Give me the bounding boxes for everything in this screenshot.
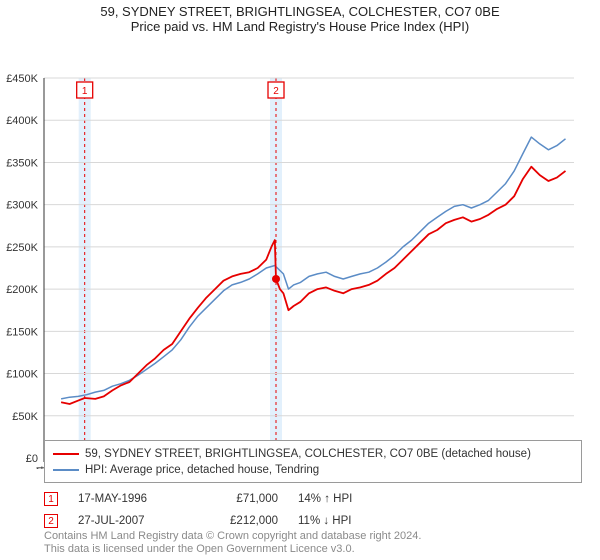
line-chart: 1 2 £0 £50K £100K £150K £200K £250K £300K £350K £4…	[0, 34, 600, 469]
legend-item: 59, SYDNEY STREET, BRIGHTLINGSEA, COLCHE…	[53, 446, 573, 462]
marker-price: £71,000	[198, 490, 278, 508]
svg-text:£200K: £200K	[6, 284, 38, 296]
svg-text:£250K: £250K	[6, 242, 38, 254]
svg-text:£100K: £100K	[6, 369, 38, 381]
legend: 59, SYDNEY STREET, BRIGHTLINGSEA, COLCHE…	[44, 440, 582, 483]
marker-chip: 1	[44, 492, 58, 506]
attribution-line: Contains HM Land Registry data © Crown c…	[44, 530, 564, 543]
marker-date: 17-MAY-1996	[78, 490, 178, 508]
svg-text:£50K: £50K	[12, 411, 38, 423]
marker-table: 1 17-MAY-1996 £71,000 14% ↑ HPI 2 27-JUL…	[44, 486, 564, 534]
legend-label: HPI: Average price, detached house, Tend…	[85, 462, 319, 478]
chart-container: { "title": "59, SYDNEY STREET, BRIGHTLIN…	[0, 0, 600, 560]
svg-text:£350K: £350K	[6, 157, 38, 169]
svg-text:£450K: £450K	[6, 73, 38, 85]
svg-text:1: 1	[82, 86, 88, 97]
marker-delta: 11% ↓ HPI	[298, 512, 351, 530]
marker-chip: 2	[44, 514, 58, 528]
svg-text:£0: £0	[26, 453, 38, 465]
chart-title: 59, SYDNEY STREET, BRIGHTLINGSEA, COLCHE…	[0, 4, 600, 19]
marker-row: 1 17-MAY-1996 £71,000 14% ↑ HPI	[44, 490, 564, 508]
svg-text:£150K: £150K	[6, 326, 38, 338]
legend-label: 59, SYDNEY STREET, BRIGHTLINGSEA, COLCHE…	[85, 446, 531, 462]
svg-text:£400K: £400K	[6, 115, 38, 127]
attribution-line: This data is licensed under the Open Gov…	[44, 543, 564, 556]
attribution: Contains HM Land Registry data © Crown c…	[44, 530, 564, 556]
legend-swatch	[53, 469, 79, 471]
svg-text:£300K: £300K	[6, 200, 38, 212]
marker-row: 2 27-JUL-2007 £212,000 11% ↓ HPI	[44, 512, 564, 530]
legend-item: HPI: Average price, detached house, Tend…	[53, 462, 573, 478]
chart-subtitle: Price paid vs. HM Land Registry's House …	[0, 19, 600, 34]
marker-delta: 14% ↑ HPI	[298, 490, 352, 508]
legend-swatch	[53, 453, 79, 455]
marker-price: £212,000	[198, 512, 278, 530]
marker-date: 27-JUL-2007	[78, 512, 178, 530]
svg-text:2: 2	[273, 86, 279, 97]
